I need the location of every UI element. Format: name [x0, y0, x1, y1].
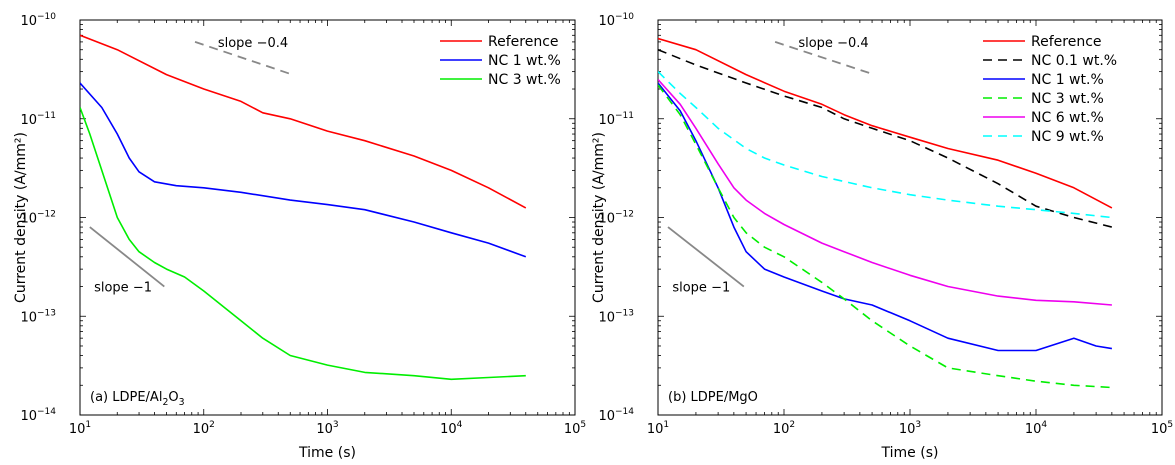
chart-panel-a: 101 102 103 104 105 10−14 10−13 10−12 10−11 10−10… — [13, 12, 586, 461]
series-line-nc-0-1-wt- — [658, 48, 1113, 228]
legend-label: NC 3 wt.% — [1031, 91, 1104, 107]
y-tick-label: 10−11 — [20, 111, 56, 128]
x-tick-label: 102 — [773, 420, 795, 437]
y-tick-label: 10−14 — [20, 407, 56, 424]
series-line-nc-1-wt- — [80, 82, 527, 258]
legend-label: NC 3 wt.% — [488, 72, 561, 88]
y-tick-label: 10−14 — [598, 407, 634, 424]
x-tick-label: 101 — [647, 420, 669, 437]
x-tick-label: 101 — [69, 420, 91, 437]
panel-label: (b) LDPE/MgO — [668, 390, 758, 405]
series-line-nc-3-wt- — [658, 84, 1112, 389]
y-axis-label: Current density (A/mm²) — [591, 132, 607, 303]
slope-annotation: slope −1 — [672, 281, 730, 296]
panel-label: (a) LDPE/Al2O3 — [90, 390, 185, 408]
x-tick-label: 105 — [1151, 420, 1173, 437]
y-tick-label: 10−13 — [20, 308, 56, 325]
y-tick-label: 10−10 — [20, 12, 56, 29]
legend-label: Reference — [488, 34, 559, 50]
x-tick-label: 103 — [316, 420, 338, 437]
series-line-nc-6-wt- — [658, 78, 1112, 306]
legend-label: NC 1 wt.% — [488, 53, 561, 69]
slope-annotation: slope −1 — [94, 281, 152, 296]
legend-label: NC 0.1 wt.% — [1031, 53, 1117, 69]
legend-label: NC 6 wt.% — [1031, 110, 1104, 126]
y-tick-label: 10−10 — [598, 12, 634, 29]
x-tick-label: 104 — [1025, 420, 1048, 437]
slope-guide-dashed — [774, 41, 875, 76]
slope-guide-dashed — [194, 41, 293, 76]
series-line-nc-9-wt- — [658, 71, 1112, 219]
y-axis-label: Current density (A/mm²) — [13, 132, 29, 303]
chart-panel-b: 101 102 103 104 105 10−14 10−13 10−12 10−11 10−10… — [591, 12, 1173, 461]
y-tick-label: 10−12 — [598, 210, 634, 227]
y-tick-label: 10−13 — [598, 308, 634, 325]
series-line-reference — [80, 34, 527, 209]
slope-guide-solid — [89, 226, 165, 288]
y-tick-label: 10−11 — [598, 111, 634, 128]
legend: Reference NC 0.1 wt.% NC 1 wt.% NC 3 wt.% NC… — [983, 34, 1117, 145]
slope-annotation: slope −0.4 — [218, 36, 288, 51]
legend-label: Reference — [1031, 34, 1102, 50]
slope-guide-solid — [667, 226, 745, 288]
x-tick-label: 102 — [193, 420, 215, 437]
x-tick-label: 103 — [899, 420, 921, 437]
x-tick-label: 104 — [440, 420, 463, 437]
series-line-nc-3-wt- — [80, 107, 526, 381]
x-axis-label: Time (s) — [298, 445, 356, 461]
x-tick-label: 105 — [564, 420, 586, 437]
series-line-reference — [658, 37, 1113, 209]
legend-label: NC 1 wt.% — [1031, 72, 1104, 88]
legend: Reference NC 1 wt.% NC 3 wt.% — [440, 34, 561, 88]
x-axis-label: Time (s) — [881, 445, 939, 461]
legend-label: NC 9 wt.% — [1031, 129, 1104, 145]
slope-annotation: slope −0.4 — [798, 36, 868, 51]
y-tick-label: 10−12 — [20, 210, 56, 227]
